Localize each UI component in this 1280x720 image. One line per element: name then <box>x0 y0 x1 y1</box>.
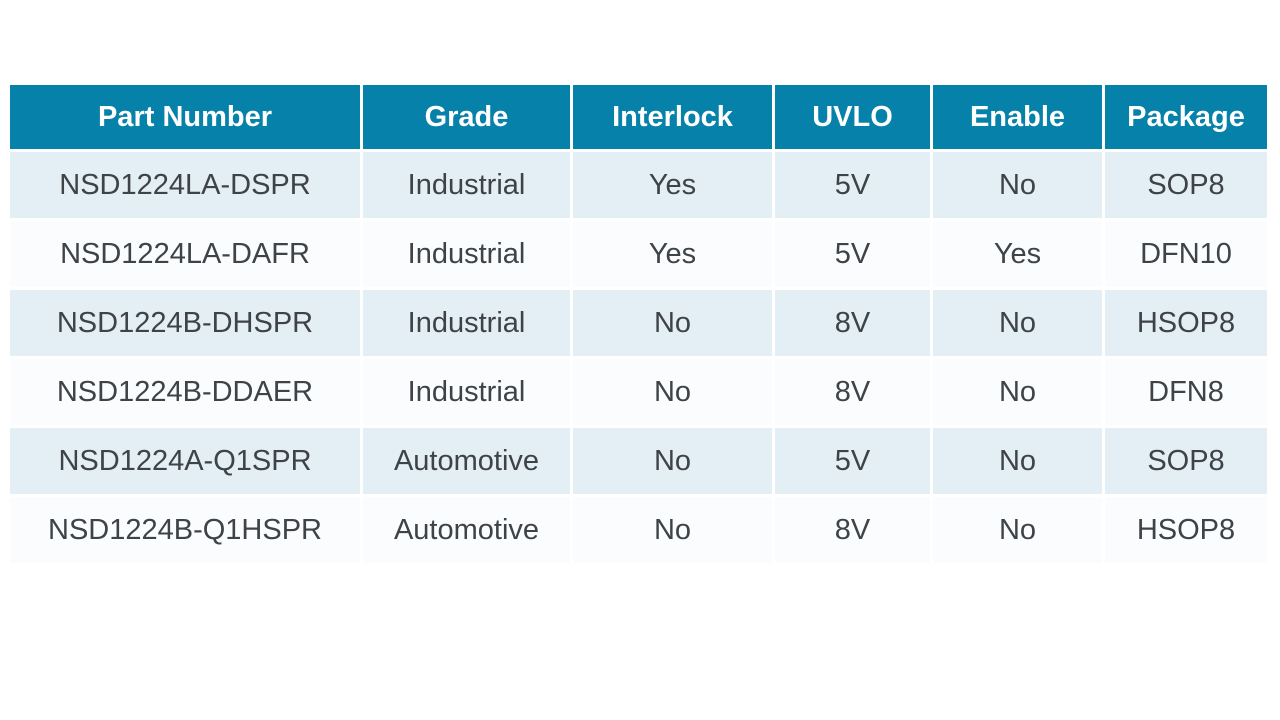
cell-package: DFN10 <box>1105 221 1267 287</box>
cell-interlock: No <box>573 497 772 563</box>
cell-interlock: Yes <box>573 221 772 287</box>
cell-uvlo: 5V <box>775 428 930 494</box>
cell-package: HSOP8 <box>1105 290 1267 356</box>
cell-grade: Industrial <box>363 359 570 425</box>
cell-grade: Industrial <box>363 152 570 218</box>
column-header-part-number: Part Number <box>10 85 360 149</box>
cell-package: DFN8 <box>1105 359 1267 425</box>
column-header-interlock: Interlock <box>573 85 772 149</box>
cell-enable: No <box>933 290 1102 356</box>
cell-enable: Yes <box>933 221 1102 287</box>
cell-enable: No <box>933 152 1102 218</box>
cell-uvlo: 8V <box>775 290 930 356</box>
cell-enable: No <box>933 359 1102 425</box>
cell-part-number: NSD1224LA-DAFR <box>10 221 360 287</box>
cell-grade: Industrial <box>363 290 570 356</box>
cell-package: SOP8 <box>1105 152 1267 218</box>
cell-package: SOP8 <box>1105 428 1267 494</box>
cell-part-number: NSD1224B-Q1HSPR <box>10 497 360 563</box>
cell-part-number: NSD1224B-DHSPR <box>10 290 360 356</box>
cell-part-number: NSD1224A-Q1SPR <box>10 428 360 494</box>
column-header-package: Package <box>1105 85 1267 149</box>
cell-uvlo: 5V <box>775 152 930 218</box>
cell-grade: Automotive <box>363 497 570 563</box>
cell-package: HSOP8 <box>1105 497 1267 563</box>
cell-uvlo: 5V <box>775 221 930 287</box>
column-header-uvlo: UVLO <box>775 85 930 149</box>
column-header-enable: Enable <box>933 85 1102 149</box>
cell-grade: Industrial <box>363 221 570 287</box>
part-selection-table: Part Number Grade Interlock UVLO Enable Packa… <box>10 85 1267 563</box>
cell-enable: No <box>933 497 1102 563</box>
cell-uvlo: 8V <box>775 359 930 425</box>
cell-enable: No <box>933 428 1102 494</box>
cell-uvlo: 8V <box>775 497 930 563</box>
column-header-grade: Grade <box>363 85 570 149</box>
cell-interlock: No <box>573 290 772 356</box>
cell-part-number: NSD1224LA-DSPR <box>10 152 360 218</box>
cell-interlock: No <box>573 428 772 494</box>
cell-grade: Automotive <box>363 428 570 494</box>
cell-interlock: No <box>573 359 772 425</box>
cell-part-number: NSD1224B-DDAER <box>10 359 360 425</box>
cell-interlock: Yes <box>573 152 772 218</box>
